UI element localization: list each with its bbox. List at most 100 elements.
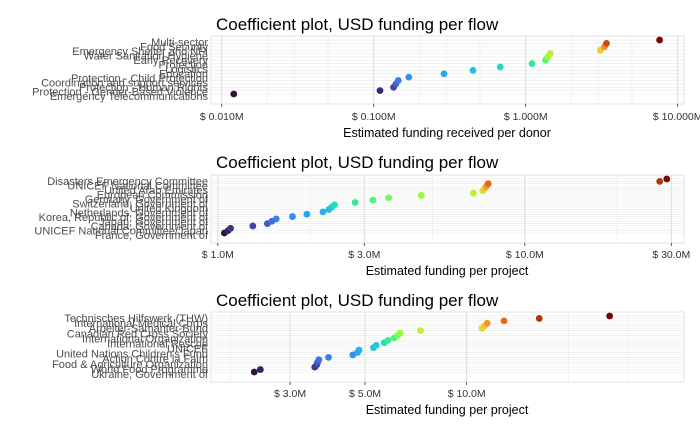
panel-3-x-axis-title: Estimated funding per project xyxy=(366,403,529,417)
data-point xyxy=(355,346,363,354)
data-point xyxy=(315,356,323,364)
data-point xyxy=(535,315,543,322)
y-tick-label: Netherlands, Government of xyxy=(70,208,209,220)
x-tick-label: $ 30.0M xyxy=(652,249,690,261)
panel-2-x-ticks: $ 1.0M $ 3.0M $ 10.0M $ 30.0M xyxy=(202,243,690,261)
panel-3-gridlines xyxy=(211,312,684,382)
panel-2-gridlines xyxy=(211,175,684,243)
y-tick-label: Technisches Hilfswerk (THW) xyxy=(64,313,208,325)
data-point xyxy=(417,192,425,199)
data-point xyxy=(249,222,257,230)
x-tick-label: $ 10.0M xyxy=(448,388,486,400)
panel-2-x-axis-title: Estimated funding per project xyxy=(366,264,529,278)
data-point xyxy=(606,312,614,320)
panel-2-title: Coefficient plot, USD funding per flow xyxy=(216,153,499,172)
data-point xyxy=(372,341,380,349)
y-tick-label: Emergency Shelter and NFI xyxy=(72,46,208,58)
data-point xyxy=(483,319,491,327)
panel-3-title: Coefficient plot, USD funding per flow xyxy=(216,291,499,310)
y-tick-label: World Food Programme xyxy=(91,364,208,376)
y-tick-label: France, Government of xyxy=(95,230,209,242)
y-tick-label: Protection xyxy=(158,60,208,72)
data-point xyxy=(376,87,384,95)
panel-1: Coefficient plot, USD funding per flow M… xyxy=(32,15,700,140)
y-tick-label: Ukraine, Government of xyxy=(91,369,209,381)
y-tick-label: Coordination and support services xyxy=(41,78,208,90)
y-tick-label: UNICEF xyxy=(167,344,208,356)
data-point xyxy=(603,39,610,47)
panel-3: Coefficient plot, USD funding per flow T… xyxy=(52,291,685,417)
panel-3-x-ticks: $ 3.0M $ 5.0M $ 10.0M xyxy=(274,382,486,400)
y-tick-label: European Commission xyxy=(97,190,208,202)
panel-3-points xyxy=(250,312,614,376)
y-tick-label: Protection - Human Rights xyxy=(79,82,208,94)
data-point xyxy=(369,196,377,204)
y-tick-label: Germany, Government of xyxy=(85,194,209,206)
y-tick-label: Early Recovery xyxy=(133,55,208,67)
data-point xyxy=(405,73,413,81)
data-point xyxy=(528,60,536,68)
data-point xyxy=(385,194,393,202)
y-tick-label: Water Sanitation Hygiene xyxy=(84,51,208,63)
data-point xyxy=(230,90,238,98)
data-point xyxy=(546,50,554,57)
y-tick-label: UNICEF National Committee/Japan xyxy=(34,226,208,238)
y-tick-label: International Organization xyxy=(82,333,208,345)
y-tick-label: Protection - Gender-Based Violence xyxy=(32,87,208,99)
data-point xyxy=(469,66,477,74)
data-point xyxy=(394,77,402,84)
y-tick-label: International Rescue xyxy=(107,338,208,350)
y-tick-label: UNICEF National Committee xyxy=(67,181,208,193)
data-point xyxy=(325,353,332,361)
y-tick-label: Arbeiter-Samariter-Bund xyxy=(89,323,208,335)
x-tick-label: $ 3.0M xyxy=(274,388,306,400)
x-tick-label: $ 1.000M xyxy=(504,111,548,123)
panel-1-points xyxy=(230,36,663,98)
x-tick-label: $ 10.000M xyxy=(653,111,700,123)
panel-1-x-ticks: $ 0.010M $ 0.100M $ 1.000M $ 10.000M xyxy=(200,104,700,123)
y-tick-label: Japan, Government of xyxy=(99,217,209,229)
data-point xyxy=(663,175,671,183)
y-tick-label: Logistics xyxy=(165,64,208,76)
data-point xyxy=(500,317,508,325)
panel-1-title: Coefficient plot, USD funding per flow xyxy=(216,15,499,34)
data-point xyxy=(272,215,280,223)
data-point xyxy=(440,70,448,78)
y-tick-label: United Kingdom xyxy=(130,203,208,215)
y-tick-label: Food Security xyxy=(140,42,208,54)
data-point xyxy=(319,208,327,216)
data-point xyxy=(227,224,234,232)
y-tick-label: United Nations Children's Fund xyxy=(56,349,208,361)
panel-3-plot-area xyxy=(210,311,685,383)
data-point xyxy=(496,63,504,71)
data-point xyxy=(303,210,311,218)
y-tick-label: Canadian Red Cross Society xyxy=(67,328,209,340)
x-tick-label: $ 1.0M xyxy=(202,249,234,261)
y-tick-label: United Arab Emirates xyxy=(104,185,208,197)
x-tick-label: $ 5.0M xyxy=(349,388,381,400)
panel-1-x-axis-title: Estimated funding received per donor xyxy=(343,126,551,140)
data-point xyxy=(396,329,404,337)
data-point xyxy=(470,189,477,197)
data-point xyxy=(351,199,359,206)
y-tick-label: Food & Agriculture Organization xyxy=(52,359,208,371)
y-tick-label: Multi-sector xyxy=(151,37,208,49)
data-point xyxy=(331,201,338,209)
y-tick-label: Korea, Republic of, Government of xyxy=(39,212,209,224)
y-tick-label: International Medical Corps xyxy=(74,318,208,330)
panel-3-y-labels: Technisches Hilfswerk (THW)International… xyxy=(52,313,209,381)
y-tick-label: Protection - Child Protection xyxy=(71,73,208,85)
data-point xyxy=(256,366,264,373)
panel-1-gridlines xyxy=(211,36,684,104)
x-tick-label: $ 0.100M xyxy=(352,111,396,123)
data-point xyxy=(417,327,424,335)
y-tick-label: Education xyxy=(159,69,208,81)
panel-2-points xyxy=(220,175,671,237)
y-tick-label: Switzerland, Government of xyxy=(72,199,209,211)
y-tick-label: Action Contre la Faim xyxy=(102,354,208,366)
data-point xyxy=(289,213,296,220)
data-point xyxy=(484,180,492,188)
